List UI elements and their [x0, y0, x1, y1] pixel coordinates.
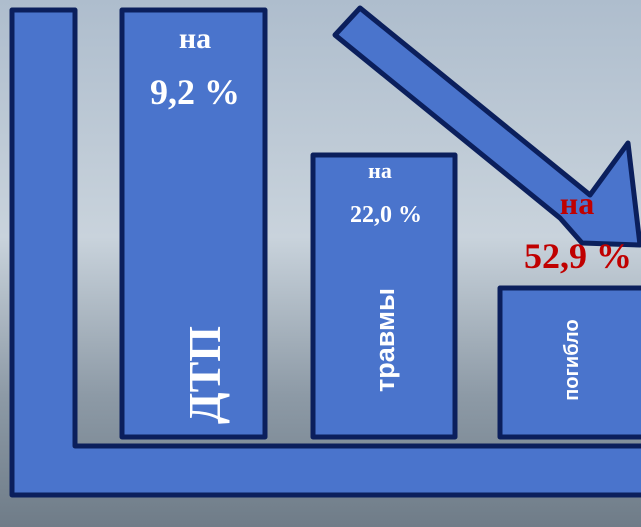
value: 9,2 %	[150, 72, 240, 112]
value: 22,0 %	[350, 202, 422, 228]
slide: на 9,2 % ДТП на 22,0 % травмы на 52,9 % …	[0, 0, 641, 527]
prefix: на	[560, 185, 594, 221]
value: 52,9 %	[524, 236, 632, 276]
label: погибло	[561, 319, 583, 400]
label: травмы	[370, 288, 400, 392]
prefix: на	[179, 22, 211, 55]
prefix: на	[368, 158, 392, 183]
label: ДТП	[179, 326, 230, 424]
page: на 9,2 % ДТП на 22,0 % травмы на 52,9 % …	[0, 0, 641, 527]
